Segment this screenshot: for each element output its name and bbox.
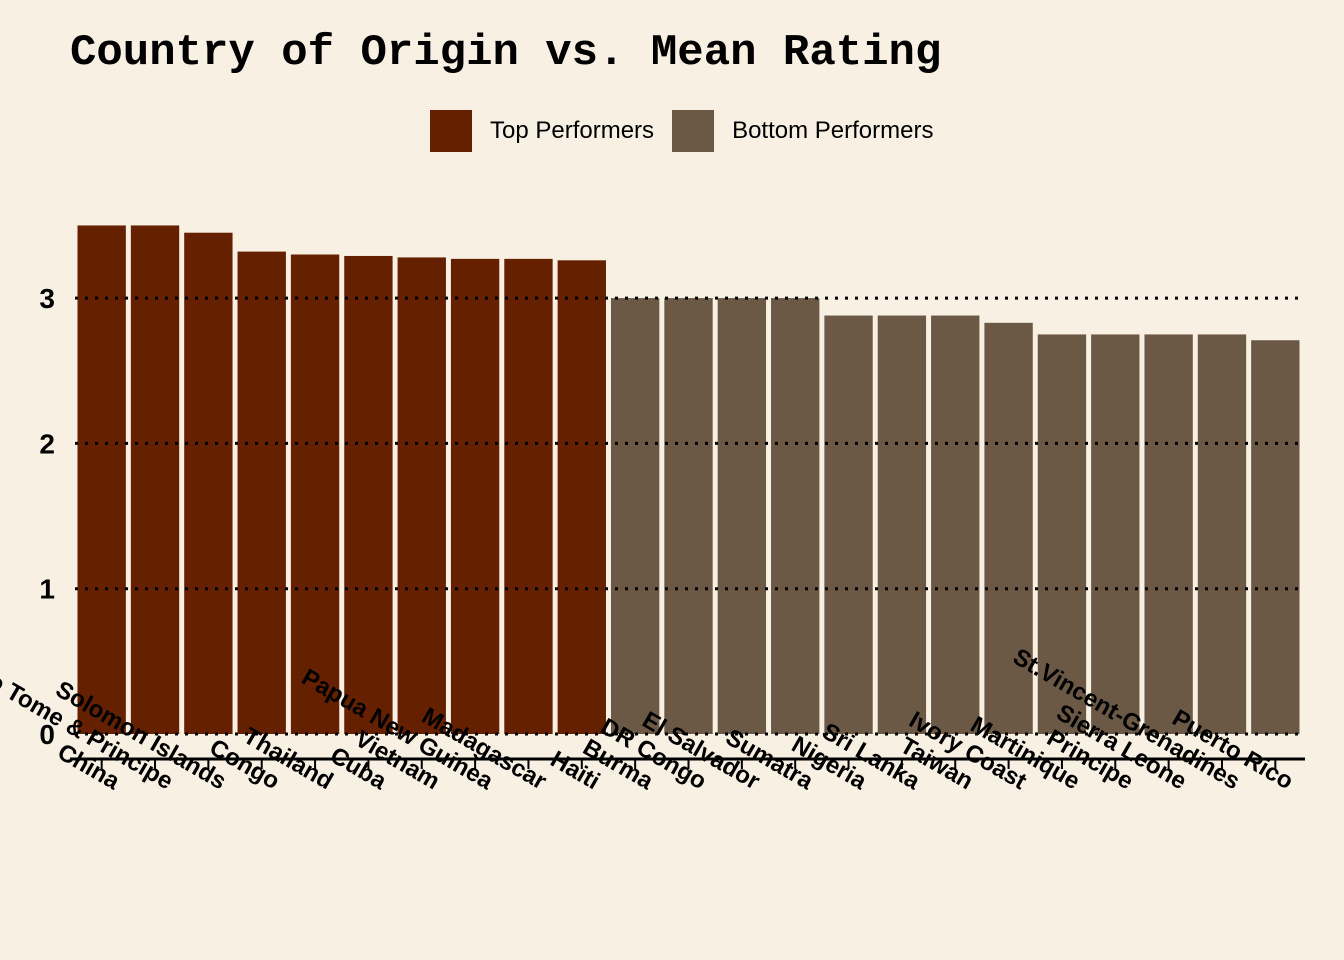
y-tick-label: 1: [39, 574, 55, 605]
chart-title: Country of Origin vs. Mean Rating: [70, 28, 942, 78]
bar: [130, 225, 180, 734]
bar: [290, 254, 340, 734]
bar: [771, 298, 820, 734]
bar: [931, 315, 980, 734]
bar: [237, 251, 286, 734]
legend-label-bottom: Bottom Performers: [732, 117, 934, 144]
bar: [610, 298, 660, 734]
bar: [504, 258, 553, 734]
bar: [664, 298, 713, 734]
legend: Top Performers Bottom Performers: [430, 110, 951, 152]
bar: [824, 315, 873, 734]
legend-swatch-bottom: [672, 110, 715, 152]
bar: [344, 255, 393, 734]
bar: [1251, 340, 1300, 734]
legend-item-top: Top Performers: [430, 110, 654, 152]
bar: [1197, 334, 1247, 734]
y-tick-label: 0: [39, 719, 55, 750]
bar: [450, 258, 500, 734]
bar: [77, 225, 126, 734]
bar: [984, 322, 1033, 734]
bar: [184, 232, 233, 734]
bar: [717, 298, 767, 734]
bar: [1037, 334, 1087, 734]
legend-label-top: Top Performers: [490, 117, 655, 144]
bar: [1144, 334, 1193, 734]
bar: [397, 257, 446, 734]
y-tick-label: 3: [39, 283, 55, 314]
bar: [877, 315, 927, 734]
legend-item-bottom: Bottom Performers: [672, 110, 933, 152]
y-tick-label: 2: [39, 428, 55, 459]
bar: [557, 260, 606, 734]
bar: [1091, 334, 1140, 734]
legend-swatch-top: [430, 110, 472, 152]
